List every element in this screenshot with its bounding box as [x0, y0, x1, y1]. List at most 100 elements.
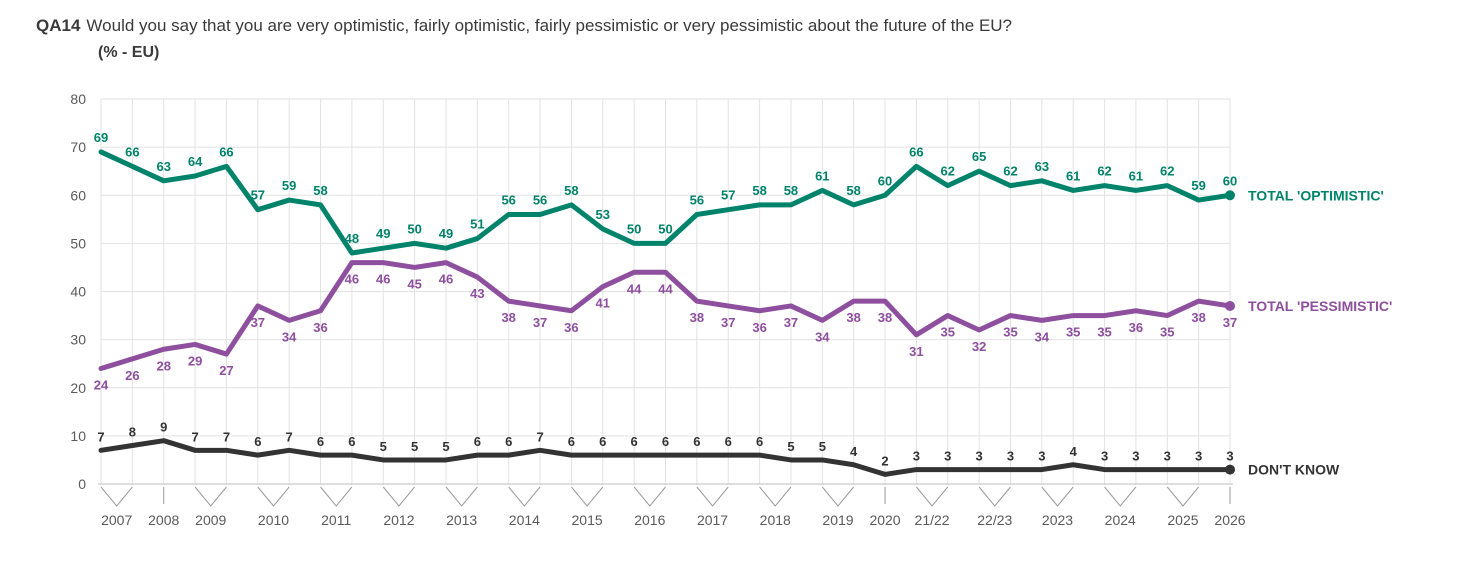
x-period-bracket — [320, 486, 353, 507]
data-label: 49 — [376, 226, 390, 241]
data-label: 59 — [282, 178, 296, 193]
data-label: 50 — [627, 221, 641, 236]
data-label: 6 — [631, 434, 638, 449]
data-label: 9 — [160, 420, 167, 435]
data-label: 62 — [1097, 164, 1111, 179]
data-label: 56 — [501, 193, 515, 208]
x-tick-label: 2009 — [195, 512, 226, 528]
data-label: 37 — [1223, 315, 1237, 330]
data-label: 6 — [317, 434, 324, 449]
data-label: 44 — [627, 281, 642, 296]
data-label: 50 — [407, 221, 421, 236]
x-period-bracket — [257, 486, 290, 507]
data-label: 46 — [376, 272, 390, 287]
data-label: 27 — [219, 363, 233, 378]
x-tick-label: 2016 — [634, 512, 665, 528]
data-label: 35 — [1066, 325, 1080, 340]
data-label: 37 — [533, 315, 547, 330]
x-tick-label: 2013 — [446, 512, 477, 528]
data-label: 38 — [846, 310, 860, 325]
x-period-bracket — [1041, 486, 1074, 507]
x-period-bracket — [100, 486, 133, 507]
data-label: 32 — [972, 339, 986, 354]
data-label: 6 — [505, 434, 512, 449]
data-label: 7 — [191, 429, 198, 444]
data-label: 43 — [470, 286, 484, 301]
data-label: 37 — [784, 315, 798, 330]
data-label: 6 — [599, 434, 606, 449]
series-end-point — [1225, 300, 1235, 311]
data-label: 58 — [846, 183, 860, 198]
data-label: 7 — [97, 429, 104, 444]
data-label: 3 — [913, 449, 920, 464]
x-tick-label: 2008 — [148, 512, 179, 528]
data-label: 37 — [721, 315, 735, 330]
data-label: 7 — [536, 429, 543, 444]
data-label: 35 — [941, 325, 955, 340]
data-label: 24 — [94, 378, 109, 393]
data-label: 6 — [254, 434, 261, 449]
unit-label: (% - EU) — [98, 44, 160, 61]
data-label: 6 — [662, 434, 669, 449]
data-label: 3 — [1101, 449, 1108, 464]
x-period-bracket — [571, 486, 604, 507]
series-line — [98, 149, 1233, 256]
x-tick-label: 2023 — [1042, 512, 1073, 528]
data-label: 37 — [251, 315, 265, 330]
x-period-bracket — [759, 486, 792, 507]
y-tick-label: 60 — [70, 187, 86, 203]
data-label: 61 — [1129, 168, 1143, 183]
data-label: 5 — [380, 439, 387, 454]
data-label: 38 — [1191, 310, 1205, 325]
data-label: 66 — [909, 144, 923, 159]
x-period-bracket — [1166, 486, 1200, 507]
data-label: 61 — [815, 168, 829, 183]
y-tick-label: 40 — [70, 284, 86, 300]
series-label: TOTAL 'PESSIMISTIC' — [1248, 298, 1392, 314]
data-label: 62 — [1160, 164, 1174, 179]
data-label: 6 — [474, 434, 481, 449]
data-label: 62 — [941, 164, 955, 179]
data-label: 66 — [125, 144, 139, 159]
x-period-bracket — [696, 486, 729, 507]
data-label: 59 — [1191, 178, 1205, 193]
data-label: 3 — [1195, 449, 1202, 464]
data-label: 5 — [787, 439, 794, 454]
data-label: 7 — [223, 429, 230, 444]
series-label: DON'T KNOW — [1248, 462, 1340, 478]
data-label: 5 — [442, 439, 449, 454]
data-label: 53 — [596, 207, 610, 222]
data-label: 62 — [1003, 164, 1017, 179]
data-label: 6 — [348, 434, 355, 449]
x-tick-label: 2007 — [101, 512, 132, 528]
data-label: 51 — [470, 217, 484, 232]
x-period-bracket — [916, 486, 949, 507]
data-label: 66 — [219, 144, 233, 159]
data-label: 58 — [784, 183, 798, 198]
data-label: 6 — [725, 434, 732, 449]
x-period-bracket — [508, 486, 541, 507]
data-label: 69 — [94, 130, 108, 145]
data-label: 3 — [1164, 449, 1171, 464]
data-label: 3 — [944, 449, 951, 464]
x-period-bracket — [821, 486, 855, 507]
data-label: 38 — [501, 310, 515, 325]
data-label: 3 — [1226, 449, 1233, 464]
x-tick-label: 2019 — [822, 512, 853, 528]
data-label: 56 — [690, 193, 704, 208]
data-label: 38 — [878, 310, 892, 325]
data-label: 26 — [125, 368, 139, 383]
y-tick-label: 70 — [70, 139, 86, 155]
y-tick-label: 10 — [70, 428, 86, 444]
x-period-bracket — [194, 486, 227, 507]
data-label: 45 — [407, 276, 421, 291]
data-label: 60 — [1223, 173, 1237, 188]
series-line — [98, 260, 1233, 371]
data-label: 3 — [1007, 449, 1014, 464]
data-label: 3 — [975, 449, 982, 464]
data-label: 5 — [819, 439, 826, 454]
data-label: 57 — [251, 188, 265, 203]
series-end-point — [1225, 190, 1235, 201]
data-label: 35 — [1097, 325, 1111, 340]
